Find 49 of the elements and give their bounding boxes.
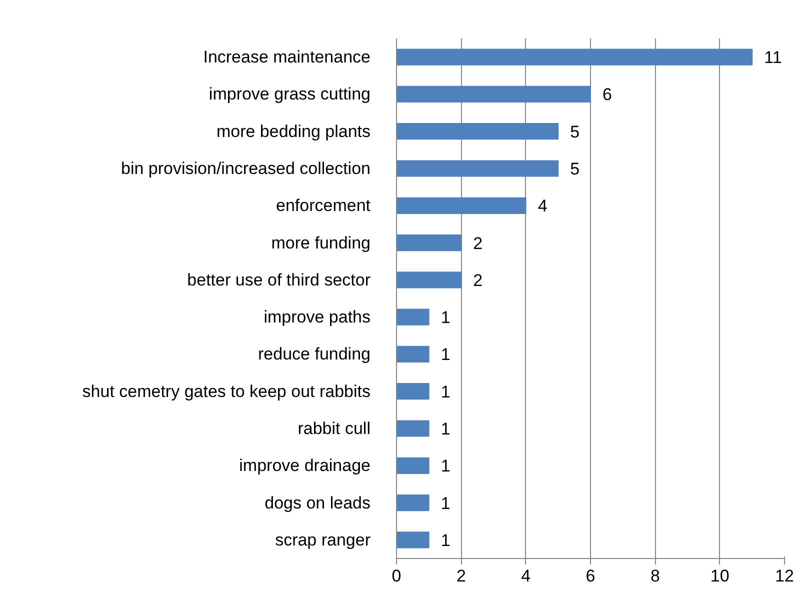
data-label: 1 — [440, 420, 450, 438]
y-tick-label: more funding — [271, 233, 371, 252]
data-label: 6 — [602, 85, 612, 104]
x-tick-label: 12 — [775, 566, 794, 586]
bar — [396, 457, 430, 474]
y-tick-label: scrap ranger — [275, 530, 371, 550]
x-tick-label: 4 — [521, 566, 531, 586]
data-label: 2 — [473, 234, 483, 253]
x-tick-label: 6 — [586, 566, 596, 586]
y-tick-label: reduce funding — [258, 344, 371, 364]
y-tick-label: dogs on leads — [264, 493, 371, 512]
x-tick-label: 10 — [710, 566, 730, 586]
bar — [396, 308, 430, 326]
x-tick-label: 2 — [456, 566, 466, 586]
data-label: 4 — [538, 196, 548, 216]
data-label: 5 — [570, 160, 580, 178]
y-tick-label: Increase maintenance — [203, 48, 371, 67]
data-label: 1 — [440, 456, 450, 476]
bar — [396, 346, 430, 363]
y-tick-label: improve paths — [264, 308, 371, 327]
bar — [396, 234, 462, 252]
data-label: 1 — [440, 345, 450, 364]
data-label: 11 — [764, 48, 782, 68]
data-label: 2 — [473, 270, 483, 290]
y-tick-label: rabbit cull — [298, 419, 371, 438]
bar — [396, 86, 591, 103]
data-label: 1 — [440, 382, 450, 402]
bar — [396, 420, 430, 437]
bar — [396, 160, 559, 177]
y-tick-label: more bedding plants — [216, 122, 370, 141]
x-tick-label: 8 — [650, 566, 660, 586]
bar — [396, 272, 462, 288]
bar — [396, 123, 559, 140]
bar — [396, 197, 526, 214]
y-tick-label: improve grass cutting — [208, 84, 371, 104]
data-label: 1 — [440, 308, 450, 328]
data-label: 5 — [570, 122, 580, 142]
bar — [396, 532, 430, 548]
data-label: 1 — [440, 530, 450, 550]
x-tick-label: 0 — [392, 566, 402, 586]
bar — [396, 48, 753, 66]
bar — [396, 494, 430, 512]
bar — [396, 383, 430, 400]
y-tick-label: improve drainage — [239, 456, 371, 476]
data-label: 1 — [440, 494, 450, 513]
y-tick-label: better use of third sector — [187, 270, 371, 290]
y-tick-label: enforcement — [276, 196, 371, 216]
y-tick-label: shut cemetry gates to keep out rabbits — [82, 382, 371, 401]
y-tick-label: bin provision/increased collection — [121, 159, 371, 178]
